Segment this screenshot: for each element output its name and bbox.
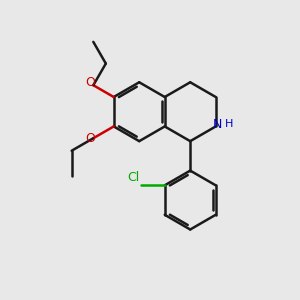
Text: O: O: [85, 132, 95, 145]
Text: O: O: [85, 76, 95, 89]
Text: Cl: Cl: [128, 171, 140, 184]
Text: H: H: [225, 119, 233, 129]
Text: N: N: [213, 118, 223, 131]
